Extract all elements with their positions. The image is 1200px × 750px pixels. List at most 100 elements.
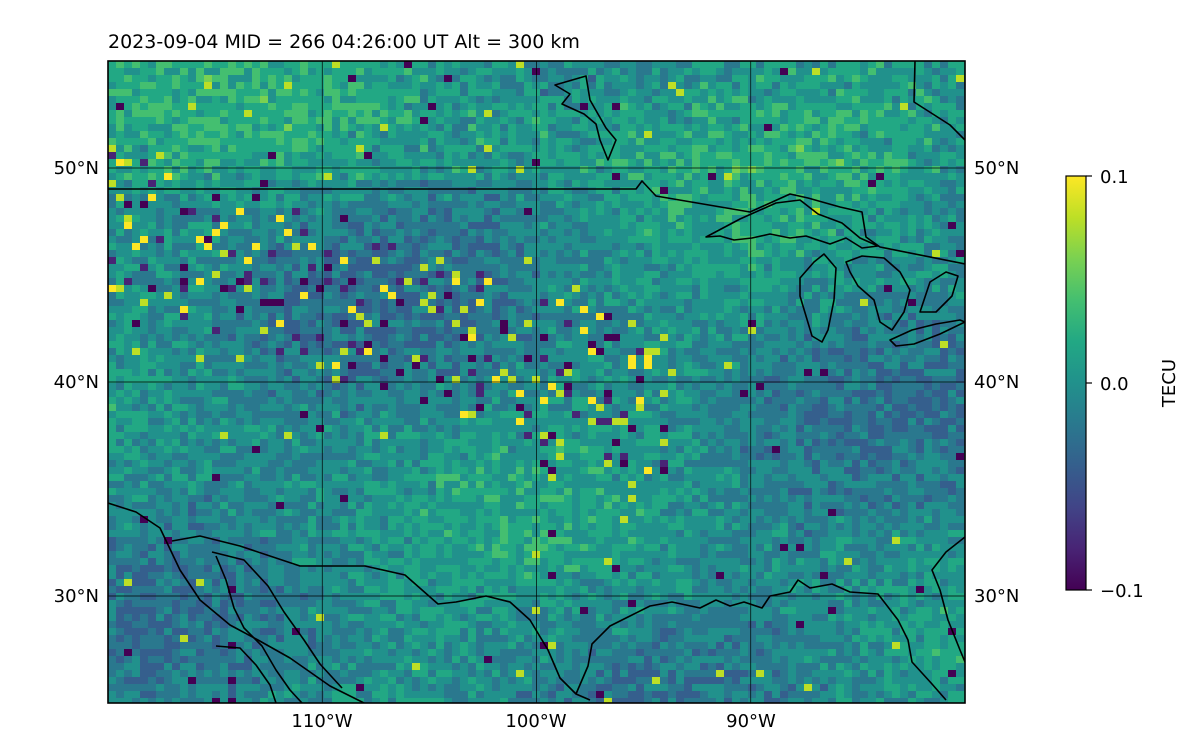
tec-cell — [924, 180, 932, 187]
tec-cell — [516, 187, 524, 194]
tec-cell — [116, 348, 124, 355]
tec-cell — [108, 222, 116, 229]
tec-cell — [660, 264, 668, 271]
tec-cell — [676, 173, 684, 180]
tec-cell — [668, 327, 676, 334]
tec-cell — [236, 313, 244, 320]
tec-cell — [900, 89, 908, 96]
tec-cell — [380, 173, 388, 180]
tec-cell — [548, 313, 556, 320]
tec-cell — [428, 124, 436, 131]
tec-cell — [404, 271, 412, 278]
tec-cell — [252, 271, 260, 278]
tec-cell — [284, 229, 292, 236]
tec-cell — [468, 362, 476, 369]
tec-cell — [916, 124, 924, 131]
tec-cell — [860, 131, 868, 138]
tec-cell — [172, 131, 180, 138]
tec-cell — [260, 75, 268, 82]
tec-cell — [572, 152, 580, 159]
tec-cell — [268, 327, 276, 334]
tec-cell — [196, 299, 204, 306]
tec-cell — [204, 208, 212, 215]
tec-cell — [164, 334, 172, 341]
tec-cell — [228, 383, 236, 390]
tec-cell — [252, 369, 260, 376]
tec-cell — [492, 376, 500, 383]
tec-cell — [364, 131, 372, 138]
tec-cell — [676, 236, 684, 243]
tec-cell — [260, 341, 268, 348]
tec-cell — [364, 369, 372, 376]
tec-cell — [940, 145, 948, 152]
tec-cell — [644, 285, 652, 292]
tec-cell — [428, 145, 436, 152]
tec-cell — [140, 257, 148, 264]
tec-cell — [652, 61, 660, 68]
tec-cell — [492, 173, 500, 180]
tec-cell — [516, 103, 524, 110]
tec-cell — [492, 362, 500, 369]
tec-cell — [500, 180, 508, 187]
tec-cell — [604, 292, 612, 299]
tec-cell — [268, 292, 276, 299]
tec-cell — [884, 96, 892, 103]
tec-cell — [308, 82, 316, 89]
tec-cell — [460, 320, 468, 327]
tec-cell — [212, 362, 220, 369]
tec-cell — [444, 61, 452, 68]
tec-cell — [428, 327, 436, 334]
tec-cell — [852, 208, 860, 215]
tec-cell — [788, 180, 796, 187]
tec-cell — [508, 201, 516, 208]
tec-cell — [524, 145, 532, 152]
tec-cell — [156, 341, 164, 348]
tec-cell — [852, 187, 860, 194]
tec-cell — [940, 159, 948, 166]
tec-cell — [844, 355, 852, 362]
tec-cell — [684, 131, 692, 138]
tec-cell — [348, 348, 356, 355]
tec-cell — [204, 236, 212, 243]
tec-cell — [876, 236, 884, 243]
tec-cell — [284, 194, 292, 201]
tec-cell — [564, 292, 572, 299]
tec-cell — [300, 117, 308, 124]
tec-cell — [356, 201, 364, 208]
tec-cell — [260, 131, 268, 138]
tec-cell — [220, 292, 228, 299]
tec-cell — [540, 187, 548, 194]
tec-cell — [260, 264, 268, 271]
tec-cell — [500, 131, 508, 138]
tec-cell — [468, 61, 476, 68]
tec-cell — [604, 215, 612, 222]
tec-cell — [788, 103, 796, 110]
tec-cell — [788, 299, 796, 306]
tec-cell — [940, 103, 948, 110]
tec-cell — [148, 166, 156, 173]
tec-cell — [460, 75, 468, 82]
tec-cell — [244, 124, 252, 131]
tec-cell — [244, 250, 252, 257]
tec-cell — [228, 117, 236, 124]
tec-cell — [332, 334, 340, 341]
tec-cell — [124, 180, 132, 187]
tec-cell — [412, 341, 420, 348]
tec-cell — [452, 243, 460, 250]
tec-cell — [180, 306, 188, 313]
tec-cell — [924, 75, 932, 82]
tec-cell — [164, 187, 172, 194]
tec-cell — [932, 236, 940, 243]
tec-cell — [780, 159, 788, 166]
tec-cell — [276, 180, 284, 187]
tec-cell — [548, 152, 556, 159]
tec-cell — [756, 271, 764, 278]
tec-cell — [284, 341, 292, 348]
tec-cell — [132, 173, 140, 180]
tec-cell — [596, 257, 604, 264]
tec-cell — [668, 229, 676, 236]
tec-cell — [340, 215, 348, 222]
tec-cell — [460, 229, 468, 236]
tec-cell — [468, 327, 476, 334]
tec-cell — [804, 152, 812, 159]
